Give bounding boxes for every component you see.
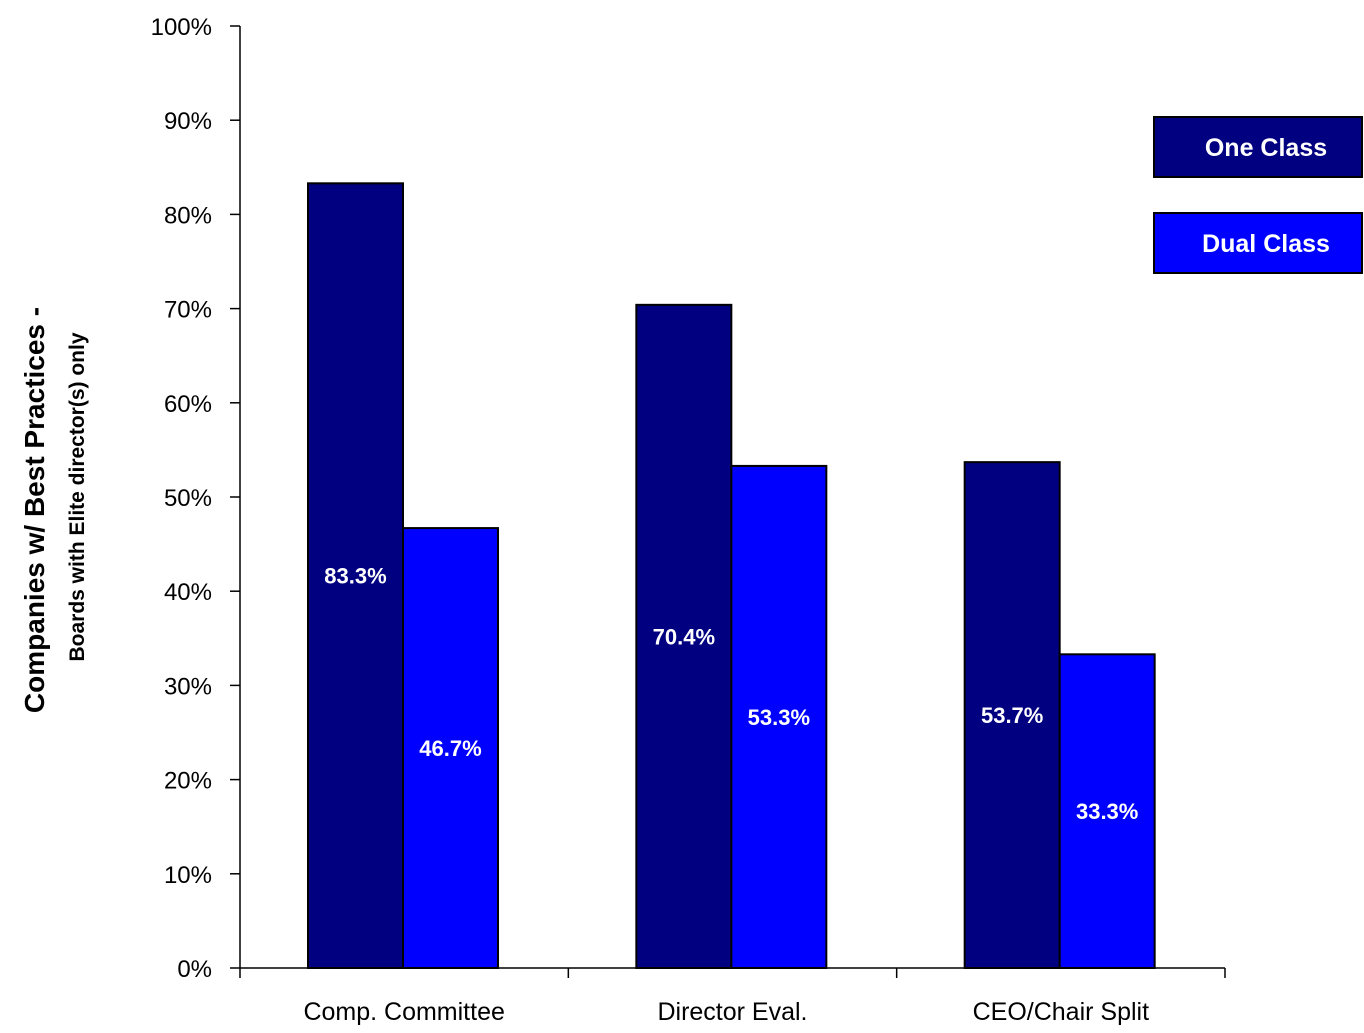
bar-dual-class-1 (402, 527, 499, 969)
y-tick-label: 10% (164, 862, 212, 889)
bar-one-class-1 (307, 182, 404, 969)
y-axis-title-main: Companies w/ Best Practices - (19, 307, 50, 713)
legend: One Class Dual Class (1153, 116, 1363, 274)
legend-swatch-one-class (1153, 116, 1363, 178)
bar-dual-class-2 (730, 464, 828, 969)
x-tick-label: CEO/Chair Split (973, 998, 1149, 1026)
x-tick-label: Director Eval. (657, 998, 807, 1026)
y-tick-label: 100% (151, 14, 212, 41)
data-label: 53.3% (748, 705, 810, 730)
y-tick-label: 30% (164, 673, 212, 700)
data-label: 83.3% (324, 564, 386, 589)
bar-dual-class-3 (1058, 653, 1156, 970)
y-axis-title-sub: Boards with Elite director(s) only (66, 332, 89, 661)
y-tick-label: 60% (164, 391, 212, 418)
y-tick-label: 40% (164, 579, 212, 606)
data-label: 53.7% (981, 703, 1043, 728)
legend-swatch-dual-class (1153, 212, 1363, 274)
y-axis-title: Companies w/ Best Practices - Boards wit… (19, 307, 89, 713)
y-tick-label: 0% (177, 956, 212, 983)
y-tick-label: 90% (164, 108, 212, 135)
data-label: 33.3% (1076, 799, 1138, 824)
y-tick-label: 70% (164, 297, 212, 324)
bar-one-class-3 (963, 461, 1061, 969)
data-label: 70.4% (653, 624, 715, 649)
legend-label: Dual Class (1202, 230, 1330, 258)
y-tick-label: 50% (164, 485, 212, 512)
data-label: 46.7% (419, 736, 481, 761)
bar-one-class-2 (635, 303, 733, 970)
y-tick-label: 20% (164, 768, 212, 795)
y-tick-label: 80% (164, 202, 212, 229)
legend-label: One Class (1205, 134, 1327, 162)
x-tick-label: Comp. Committee (303, 998, 504, 1026)
plot-area: 83.3% 70.4% 53.7% 46.7% 53.3% 33.3% 0% 10% 20% 30… (151, 14, 1226, 1026)
